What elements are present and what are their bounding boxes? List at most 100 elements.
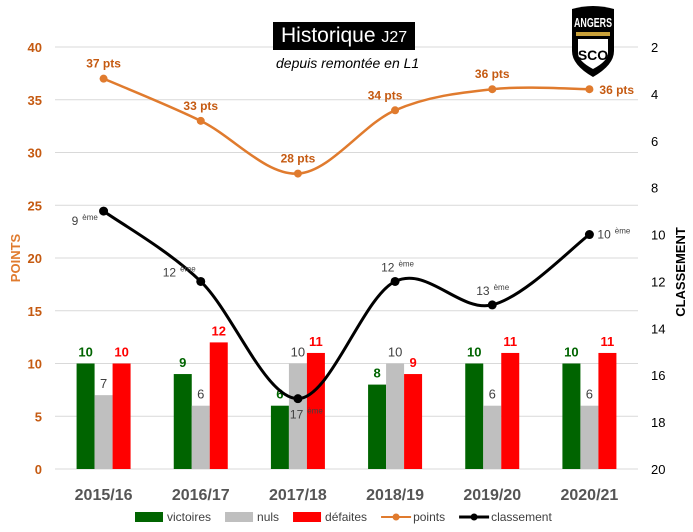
y-tick-label: 30 bbox=[28, 146, 42, 161]
bar-label: 11 bbox=[503, 334, 517, 349]
y-tick-label: 15 bbox=[28, 304, 42, 319]
x-tick-label: 2015/16 bbox=[75, 487, 133, 504]
y-tick-label: 5 bbox=[35, 409, 42, 424]
bar-nuls bbox=[483, 405, 502, 469]
y2-tick-label: 14 bbox=[651, 321, 665, 336]
points-label: 36 pts bbox=[599, 83, 634, 97]
bar-défaites bbox=[112, 363, 131, 469]
y2-tick-label: 16 bbox=[651, 368, 665, 383]
classement-label: 12 ème bbox=[163, 264, 196, 279]
bar-défaites bbox=[501, 352, 520, 469]
y-tick-label: 35 bbox=[28, 93, 42, 108]
bar-label: 9 bbox=[179, 355, 186, 370]
bar-nuls bbox=[580, 405, 599, 469]
classement-label: 13 ème bbox=[476, 283, 509, 298]
bar-label: 11 bbox=[601, 334, 615, 349]
bar-défaites bbox=[209, 342, 228, 469]
bar-label: 10 bbox=[291, 345, 305, 360]
classement-marker bbox=[390, 276, 400, 286]
bar-label: 10 bbox=[564, 345, 578, 360]
classement-marker bbox=[99, 206, 109, 216]
svg-text:SCO: SCO bbox=[578, 47, 608, 63]
legend-label-classement: classement bbox=[491, 510, 552, 524]
y-tick-label: 40 bbox=[28, 40, 42, 55]
points-marker bbox=[99, 74, 108, 83]
bar-label: 9 bbox=[409, 355, 416, 370]
classement-marker bbox=[196, 276, 206, 286]
bar-label: 10 bbox=[114, 345, 128, 360]
legend-swatch-défaites bbox=[293, 512, 322, 522]
points-label: 37 pts bbox=[86, 57, 121, 71]
legend-marker bbox=[470, 513, 478, 521]
points-marker bbox=[391, 106, 400, 115]
chart-subtitle: depuis remontée en L1 bbox=[276, 55, 420, 71]
bar-label: 6 bbox=[197, 387, 204, 402]
y2-tick-label: 2 bbox=[651, 40, 658, 55]
bar-label: 6 bbox=[489, 387, 496, 402]
x-tick-label: 2020/21 bbox=[560, 487, 618, 504]
y-tick-label: 0 bbox=[35, 462, 42, 477]
points-marker bbox=[196, 116, 205, 125]
y2-tick-label: 18 bbox=[651, 415, 665, 430]
bar-label: 7 bbox=[100, 376, 107, 391]
points-line bbox=[103, 77, 590, 175]
bar-défaites bbox=[598, 352, 617, 469]
title-text: Historique bbox=[281, 24, 376, 47]
y2-axis-label: CLASSEMENT bbox=[673, 227, 688, 317]
bar-label: 6 bbox=[276, 387, 283, 402]
points-label: 36 pts bbox=[475, 67, 510, 81]
bar-label: 12 bbox=[212, 323, 226, 338]
bar-victoires bbox=[465, 363, 484, 469]
bar-victoires bbox=[368, 384, 387, 469]
classement-marker bbox=[293, 394, 303, 404]
y2-tick-label: 8 bbox=[651, 181, 658, 196]
x-tick-label: 2018/19 bbox=[366, 487, 424, 504]
points-marker bbox=[293, 169, 302, 178]
bar-victoires bbox=[76, 363, 95, 469]
bar-victoires bbox=[173, 374, 192, 469]
title-suffix: J27 bbox=[381, 29, 408, 46]
bar-nuls bbox=[191, 405, 210, 469]
classement-label: 10 ème bbox=[597, 227, 630, 242]
classement-marker bbox=[584, 230, 594, 240]
x-tick-label: 2019/20 bbox=[463, 487, 521, 504]
bar-nuls bbox=[386, 363, 405, 469]
points-label: 34 pts bbox=[368, 88, 403, 102]
bar-victoires bbox=[562, 363, 581, 469]
y2-tick-label: 4 bbox=[651, 87, 658, 102]
classement-marker bbox=[487, 300, 497, 310]
y-tick-label: 25 bbox=[28, 198, 42, 213]
classement-label: 9 ème bbox=[72, 213, 99, 228]
bar-défaites bbox=[404, 374, 423, 469]
legend-label-défaites: défaites bbox=[325, 510, 367, 524]
classement-label: 12 ème bbox=[381, 259, 414, 274]
y-tick-label: 10 bbox=[28, 357, 42, 372]
svg-text:ANGERS: ANGERS bbox=[574, 15, 612, 30]
bar-label: 8 bbox=[373, 366, 380, 381]
legend-swatch-nuls bbox=[225, 512, 254, 522]
y-tick-label: 20 bbox=[28, 251, 42, 266]
bar-label: 10 bbox=[388, 345, 402, 360]
points-label: 28 pts bbox=[281, 152, 316, 166]
y-axis-label: POINTS bbox=[8, 233, 23, 282]
bar-label: 6 bbox=[586, 387, 593, 402]
y2-tick-label: 12 bbox=[651, 274, 665, 289]
points-marker bbox=[488, 85, 497, 94]
legend-swatch-victoires bbox=[135, 512, 163, 522]
angers-logo-icon: ANGERS SCO bbox=[572, 6, 614, 77]
y2-tick-label: 6 bbox=[651, 134, 658, 149]
legend-marker bbox=[392, 513, 400, 521]
bar-défaites bbox=[306, 352, 325, 469]
points-marker bbox=[585, 85, 594, 94]
x-tick-label: 2017/18 bbox=[269, 487, 327, 504]
y2-tick-label: 10 bbox=[651, 228, 665, 243]
bar-victoires bbox=[270, 405, 289, 469]
bar-label: 11 bbox=[309, 334, 323, 349]
bar-label: 10 bbox=[467, 345, 481, 360]
points-label: 33 pts bbox=[183, 99, 218, 113]
legend-label-points: points bbox=[413, 510, 445, 524]
legend-label-victoires: victoires bbox=[167, 510, 211, 524]
legend-label-nuls: nuls bbox=[257, 510, 279, 524]
